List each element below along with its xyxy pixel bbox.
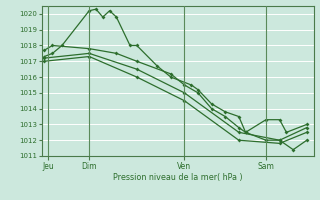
X-axis label: Pression niveau de la mer( hPa ): Pression niveau de la mer( hPa ) xyxy=(113,173,243,182)
